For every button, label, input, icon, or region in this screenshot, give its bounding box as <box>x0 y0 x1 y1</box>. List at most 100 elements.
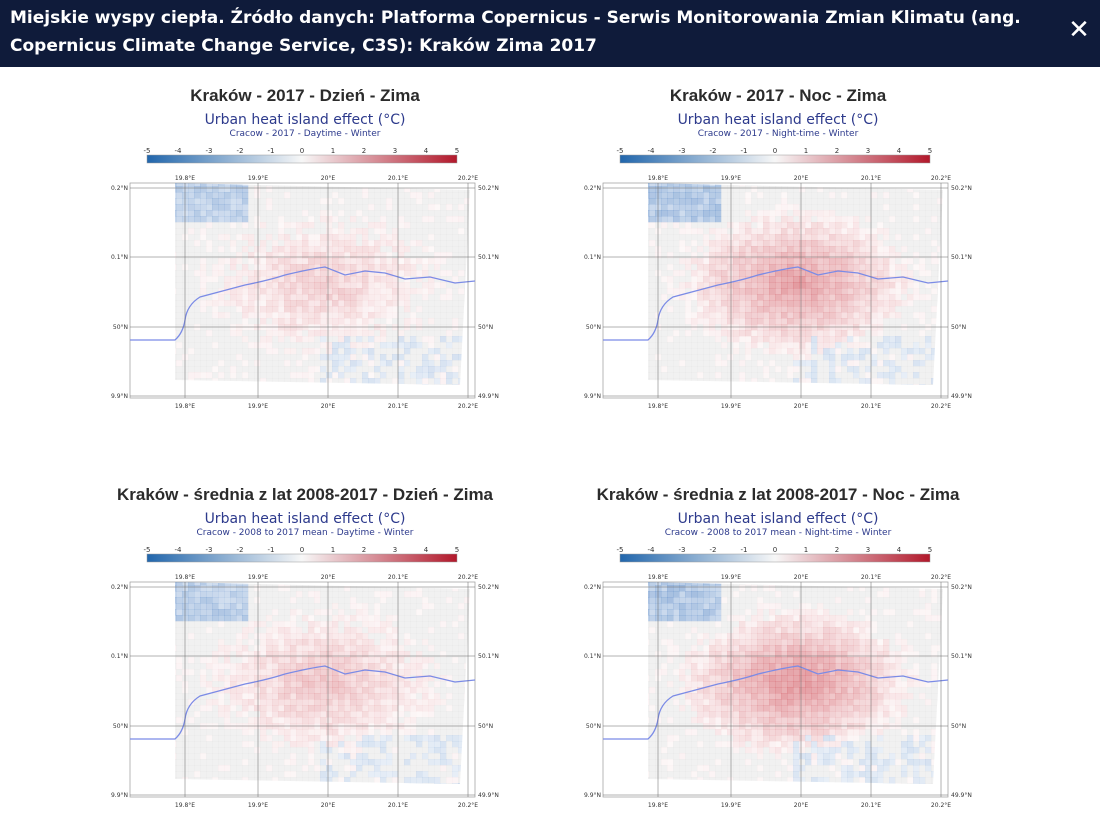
heat-cell <box>392 288 399 295</box>
heat-cell <box>871 276 878 283</box>
heat-cell <box>769 306 776 313</box>
heat-cell <box>266 645 273 652</box>
heat-cell <box>673 342 680 349</box>
heat-cell <box>278 264 285 271</box>
heat-cell <box>835 348 842 355</box>
heat-cell <box>272 705 279 712</box>
heat-cell <box>428 705 435 712</box>
heat-cell <box>931 288 938 295</box>
latitude-label-left: 0.2°N <box>111 185 128 192</box>
heat-cell <box>919 348 926 355</box>
heat-cell <box>344 717 351 724</box>
heat-cell <box>194 699 201 706</box>
heat-cell <box>308 210 315 217</box>
heat-cell <box>865 300 872 307</box>
heat-cell <box>200 729 207 736</box>
heat-cell <box>260 687 267 694</box>
heat-cell <box>715 354 722 361</box>
heat-cell <box>410 645 417 652</box>
heat-cell <box>440 192 447 199</box>
heat-cell <box>811 198 818 205</box>
heat-cell <box>272 372 279 379</box>
heat-cell <box>787 216 794 223</box>
heat-cell <box>739 360 746 367</box>
heat-cell <box>350 675 357 682</box>
heat-cell <box>188 228 195 235</box>
heat-cell <box>727 300 734 307</box>
heat-cell <box>230 348 237 355</box>
heat-cell <box>805 228 812 235</box>
heat-cell <box>194 645 201 652</box>
heat-cell <box>176 366 183 373</box>
heat-cell <box>691 234 698 241</box>
heat-cell <box>434 699 441 706</box>
heat-cell <box>278 651 285 658</box>
heat-cell <box>937 192 943 199</box>
heat-cell <box>775 186 782 193</box>
heat-cell <box>374 615 381 622</box>
heat-cell <box>242 300 249 307</box>
heat-cell <box>847 198 854 205</box>
heat-cell <box>440 222 447 229</box>
heat-cell <box>308 318 315 325</box>
heat-cell <box>913 192 920 199</box>
heat-cell <box>356 204 363 211</box>
heat-cell <box>176 639 183 646</box>
heat-cell <box>889 204 896 211</box>
heat-cell <box>823 282 830 289</box>
heat-cell <box>865 228 872 235</box>
heat-cell <box>703 222 710 229</box>
heat-cell <box>296 663 303 670</box>
heat-cell <box>266 603 273 610</box>
heat-cell <box>392 675 399 682</box>
heat-cell <box>458 603 465 610</box>
heat-cell <box>458 216 465 223</box>
heat-cell <box>841 282 848 289</box>
heat-cell <box>757 192 764 199</box>
heat-cell <box>410 621 417 628</box>
heat-cell <box>751 330 758 337</box>
heat-cell <box>853 246 860 253</box>
heat-cell <box>332 663 339 670</box>
heat-cell <box>739 348 746 355</box>
heat-cell <box>841 198 848 205</box>
heat-cell <box>733 294 740 301</box>
heat-cell <box>799 240 806 247</box>
close-icon[interactable]: ✕ <box>1068 15 1090 45</box>
heat-cell <box>284 210 291 217</box>
heat-cell <box>266 264 273 271</box>
heat-cell <box>685 366 692 373</box>
heat-cell <box>871 312 878 319</box>
heat-cell <box>278 282 285 289</box>
heat-cell <box>374 693 381 700</box>
heat-cell <box>272 222 279 229</box>
heat-cell <box>931 330 938 337</box>
heat-cell <box>206 609 213 616</box>
heat-cell <box>200 318 207 325</box>
heat-cell <box>428 609 435 616</box>
heat-cell <box>200 609 207 616</box>
heat-cell <box>296 681 303 688</box>
heat-cell <box>889 342 896 349</box>
heat-cell <box>218 192 225 199</box>
heat-cell <box>248 687 255 694</box>
heat-cell <box>212 222 219 229</box>
heat-cell <box>218 204 225 211</box>
heat-cell <box>344 204 351 211</box>
heat-cell <box>326 645 333 652</box>
heat-cell <box>356 621 363 628</box>
heat-cell <box>673 282 680 289</box>
heat-cell <box>272 228 279 235</box>
map-frame <box>602 182 949 399</box>
heat-cell <box>290 609 297 616</box>
heat-cell <box>871 360 878 367</box>
heat-cell <box>266 591 273 598</box>
heat-cell <box>350 204 357 211</box>
heat-cell <box>344 300 351 307</box>
heat-cell <box>458 705 465 712</box>
heat-cell <box>326 609 333 616</box>
heat-cell <box>404 252 411 259</box>
heat-cell <box>446 348 453 355</box>
heat-cell <box>266 342 273 349</box>
heat-cell <box>374 300 381 307</box>
